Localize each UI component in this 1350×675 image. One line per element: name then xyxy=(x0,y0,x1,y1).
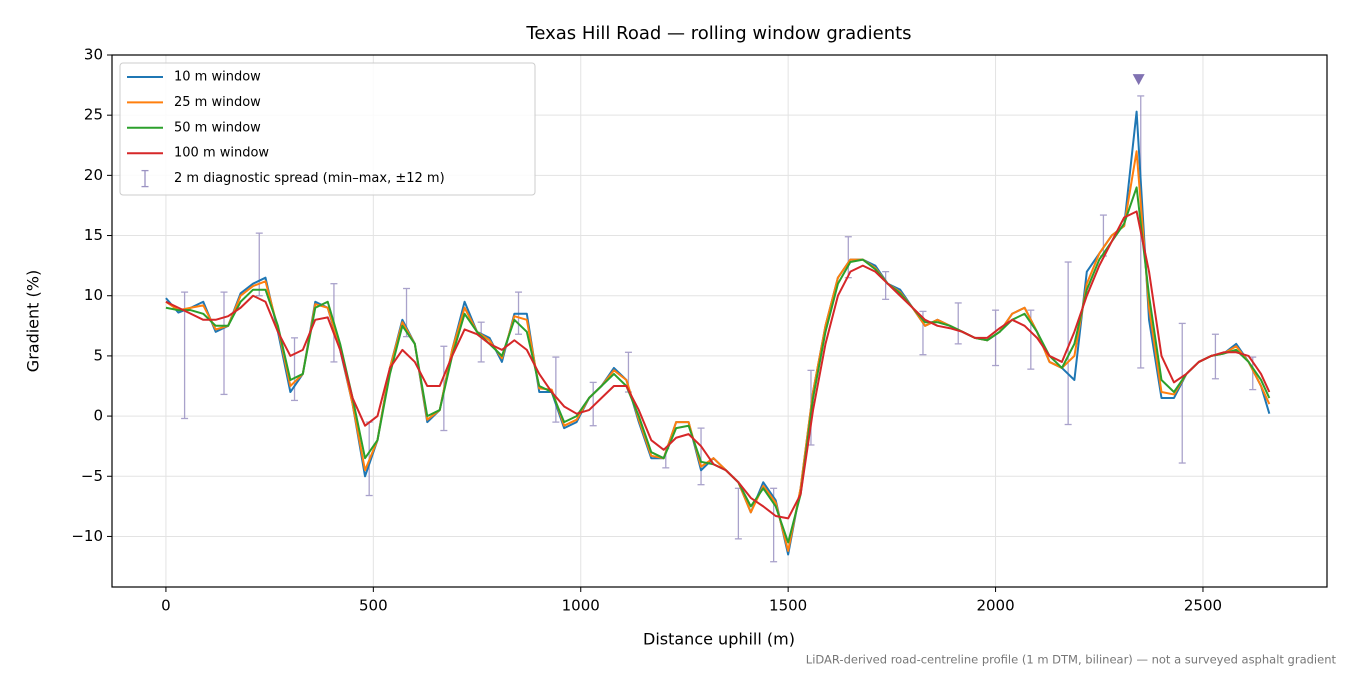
legend-swatch xyxy=(141,169,149,188)
series-line xyxy=(165,150,1271,552)
plot-frame xyxy=(111,54,1328,588)
x-tick-label: 0 xyxy=(161,597,171,615)
y-tick-label: 30 xyxy=(84,46,103,64)
legend: 10 m window 25 m window 50 m window 100 m w… xyxy=(119,62,536,196)
x-tick-label: 2000 xyxy=(976,597,1014,615)
error-bar xyxy=(220,291,228,396)
error-bar xyxy=(552,356,560,423)
error-bar xyxy=(954,302,962,345)
legend-label: 10 m window xyxy=(174,70,261,85)
chart-title: Texas Hill Road — rolling window gradien… xyxy=(525,23,911,44)
y-tick-label: 0 xyxy=(93,407,103,425)
legend-label: 50 m window xyxy=(174,120,261,135)
x-axis-label: Distance uphill (m) xyxy=(643,630,795,649)
legend-label: 2 m diagnostic spread (min–max, ±12 m) xyxy=(174,171,445,186)
y-tick-label: 15 xyxy=(84,226,103,244)
x-tick-label: 1500 xyxy=(769,597,807,615)
series-line xyxy=(165,210,1271,520)
y-tick-label: 25 xyxy=(84,106,103,124)
x-tick-label: 500 xyxy=(359,597,388,615)
error-bar xyxy=(291,337,299,402)
error-bar xyxy=(1178,322,1186,464)
y-tick-label: 5 xyxy=(93,346,103,364)
y-tick-label: −5 xyxy=(81,467,103,485)
error-bar xyxy=(697,427,705,486)
error-bar xyxy=(181,291,189,420)
y-tick-label: 20 xyxy=(84,166,103,184)
legend-box xyxy=(119,62,536,196)
error-bar xyxy=(992,309,1000,367)
error-bar xyxy=(255,232,263,297)
y-tick-label: −10 xyxy=(71,527,103,545)
peak-marker xyxy=(1132,74,1145,86)
x-tick-label: 1000 xyxy=(562,597,600,615)
error-bar xyxy=(882,271,890,300)
legend-label: 100 m window xyxy=(174,146,269,161)
x-tick-label: 2500 xyxy=(1184,597,1222,615)
y-axis-label: Gradient (%) xyxy=(24,270,43,372)
error-bar xyxy=(1211,333,1219,380)
error-bar xyxy=(477,321,485,363)
y-tick-label: 10 xyxy=(84,286,103,304)
error-bar xyxy=(589,381,597,427)
legend-label: 25 m window xyxy=(174,95,261,110)
error-bar xyxy=(1064,261,1072,426)
footnote: LiDAR-derived road-centreline profile (1… xyxy=(806,653,1337,667)
